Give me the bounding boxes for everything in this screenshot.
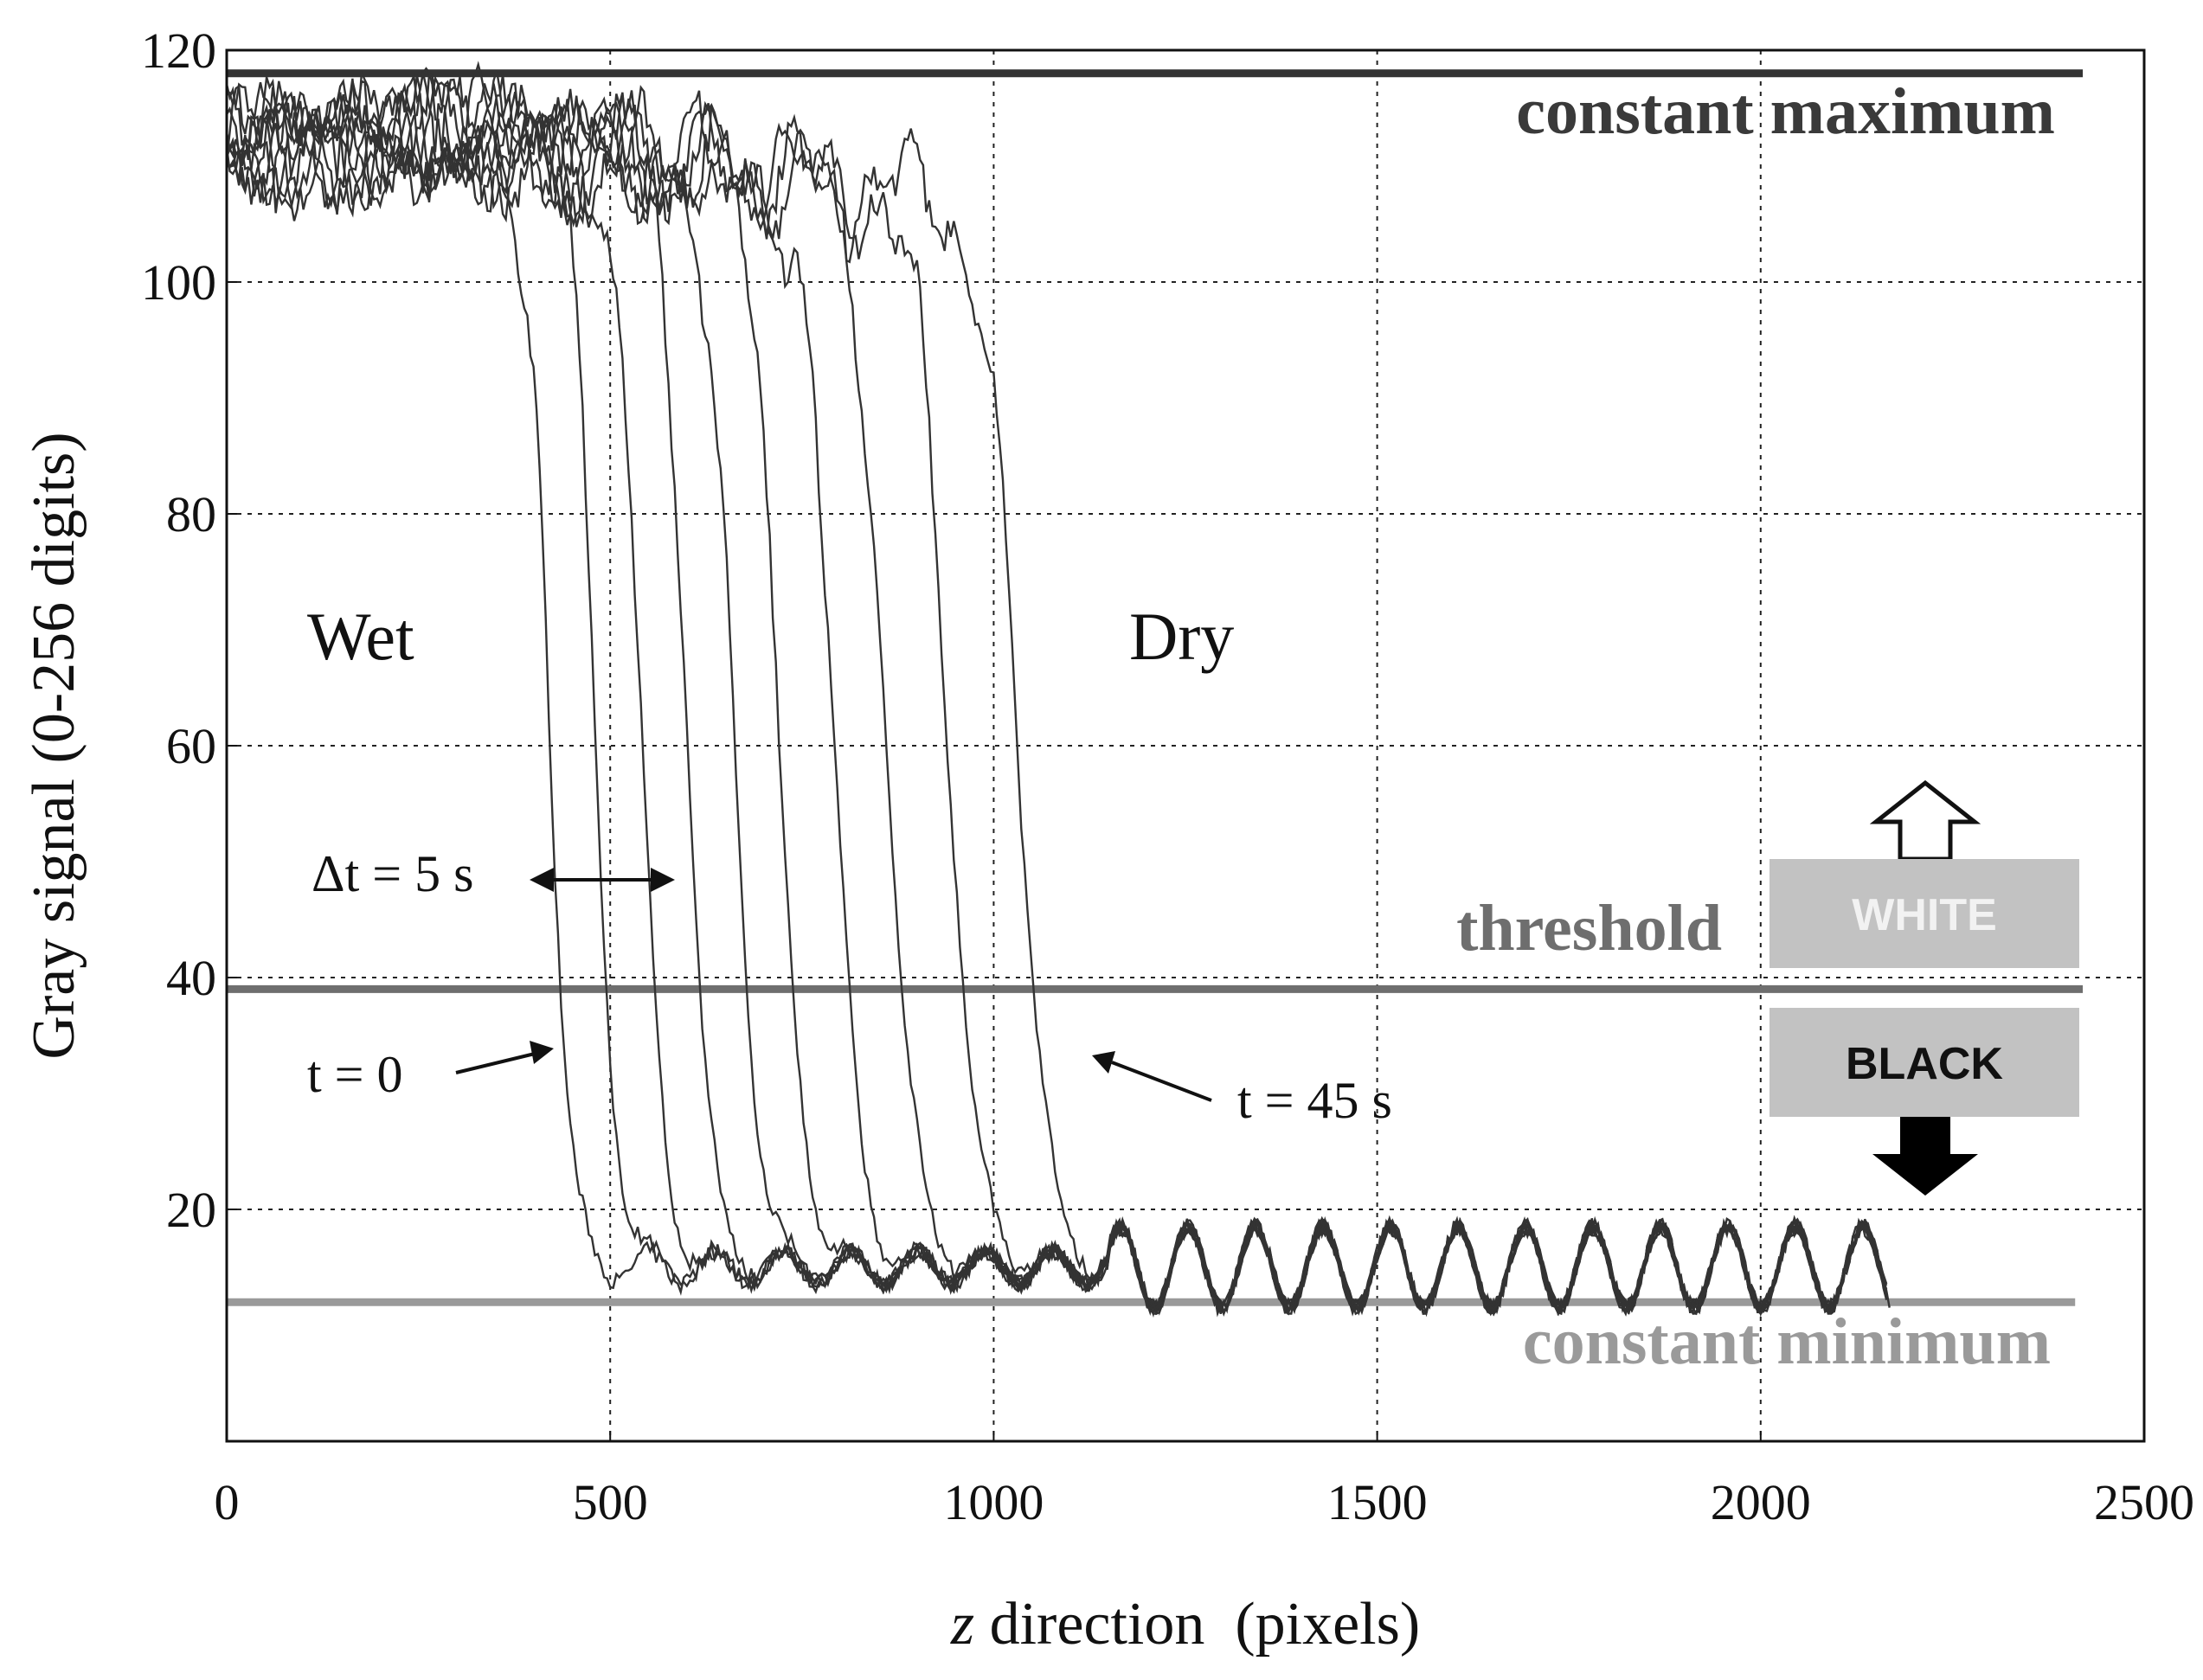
threshold-label: threshold	[1456, 892, 1722, 965]
black-down-arrow-icon	[1872, 1117, 1978, 1196]
y-tick-label-40: 40	[166, 950, 216, 1006]
delta-t-arrowhead-left	[530, 868, 554, 892]
t45-arrow	[1111, 1061, 1212, 1102]
delta-t-arrowhead-right	[651, 868, 675, 892]
black-box	[1769, 1008, 2079, 1117]
delta-t-label: Δt = 5 s	[312, 845, 473, 902]
y-axis-title: Gray signal (0-256 digits)	[21, 432, 87, 1059]
x-tick-label-0: 0	[215, 1474, 240, 1530]
t0-arrow	[455, 1052, 536, 1074]
x-tick-label-1500: 1500	[1327, 1474, 1428, 1530]
profile-curve-t-40-s	[225, 76, 1887, 1316]
t0-arrowhead	[530, 1041, 554, 1064]
t45-arrowhead	[1092, 1051, 1115, 1074]
grid	[227, 50, 2144, 1441]
profile-curve-t-30-s	[226, 72, 1888, 1317]
t0-label: t = 0	[307, 1046, 403, 1103]
y-tick-label-80: 80	[166, 486, 216, 542]
white-up-arrow-icon	[1869, 779, 1981, 862]
constant-maximum-label: constant maximum	[1516, 75, 2055, 148]
y-tick-label-120: 120	[141, 22, 216, 79]
axis-ticks: 0 500 1000 1500 2000 2500 20 40 60 80 100 120	[141, 22, 2194, 1530]
y-tick-label-20: 20	[166, 1182, 216, 1238]
profile-curves	[225, 61, 1891, 1318]
x-tick-label-2000: 2000	[1711, 1474, 1811, 1530]
constant-minimum-label: constant minimum	[1523, 1305, 2051, 1378]
x-tick-label-1000: 1000	[943, 1474, 1044, 1530]
x-tick-label-2500: 2500	[2094, 1474, 2194, 1530]
x-tick-label-500: 500	[573, 1474, 648, 1530]
y-tick-label-60: 60	[166, 718, 216, 774]
dry-label: Dry	[1129, 599, 1234, 674]
y-tick-label-100: 100	[141, 254, 216, 311]
white-box-label: WHITE	[1852, 890, 1997, 940]
wet-label: Wet	[307, 599, 414, 674]
profile-curve-t-45-s	[225, 61, 1888, 1316]
black-box-label: BLACK	[1846, 1039, 2003, 1089]
t45-label: t = 45 s	[1237, 1072, 1392, 1129]
white-box	[1769, 859, 2079, 968]
x-axis-title: z direction (pixels)	[950, 1591, 1420, 1658]
